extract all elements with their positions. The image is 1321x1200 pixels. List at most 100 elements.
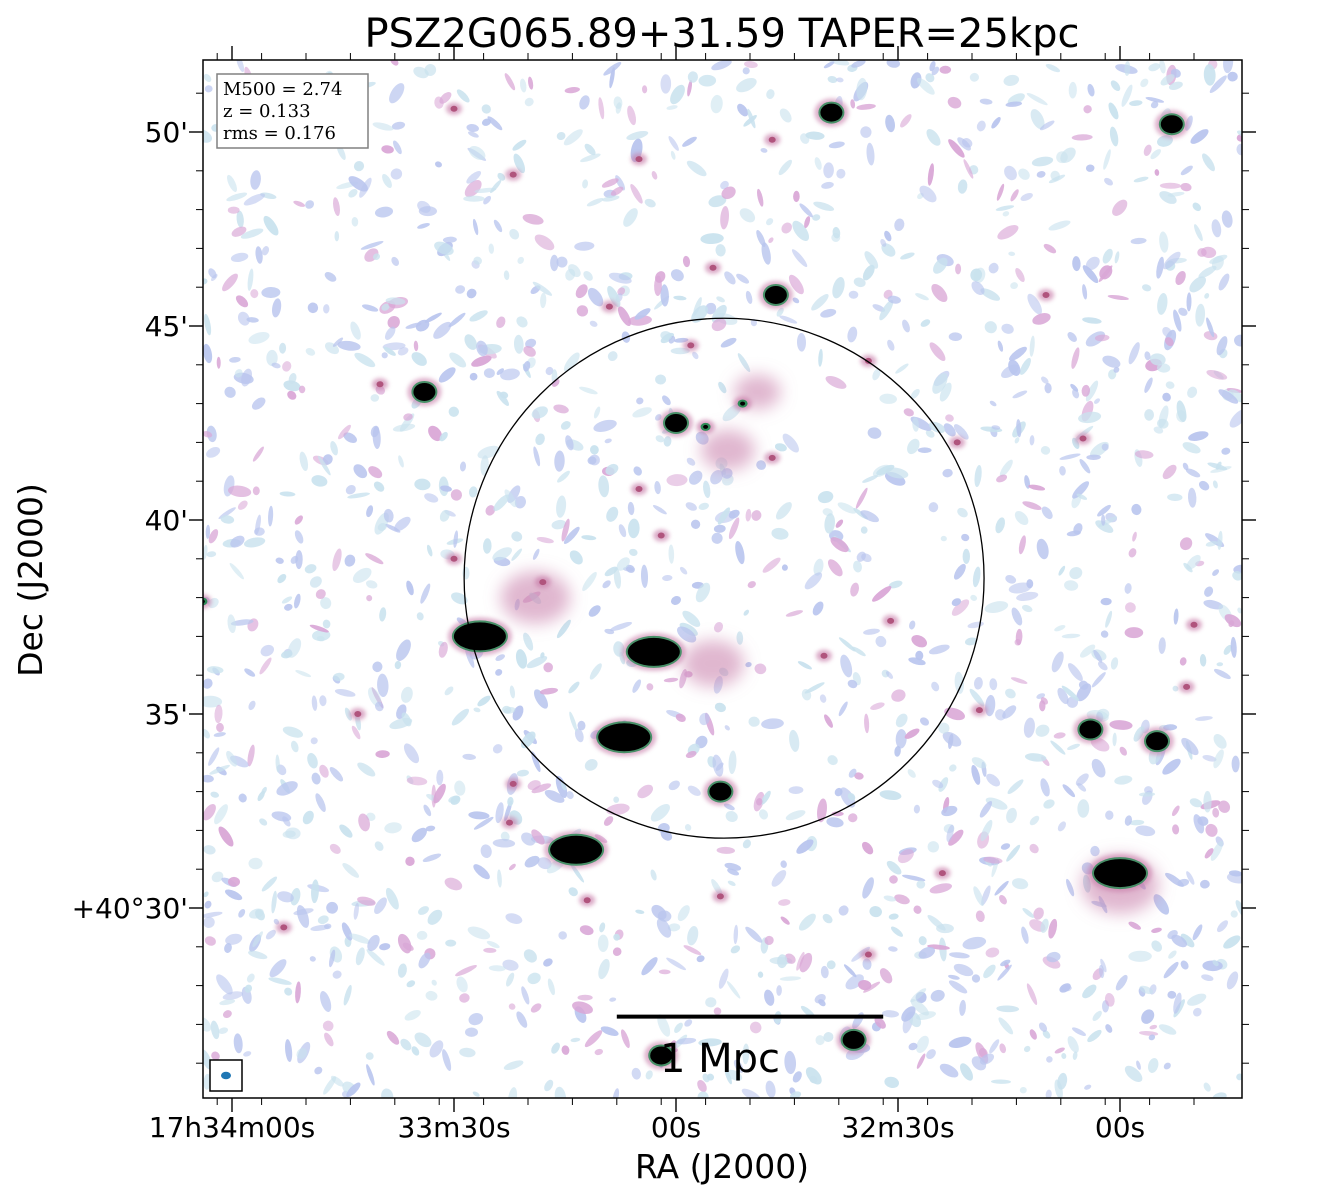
noise-blob (1029, 335, 1035, 357)
noise-blob (699, 712, 710, 726)
noise-blob (1130, 237, 1147, 245)
source-core (953, 439, 961, 446)
noise-blob (971, 764, 981, 785)
noise-blob (743, 609, 750, 616)
noise-blob (554, 1086, 567, 1098)
noise-blob (293, 200, 306, 207)
noise-blob (629, 548, 638, 556)
source-core (764, 285, 787, 304)
noise-blob (745, 508, 752, 522)
noise-blob (887, 339, 895, 351)
noise-blob (1212, 569, 1220, 576)
noise-blob (1110, 657, 1119, 670)
noise-blob (582, 179, 589, 189)
noise-blob (1147, 1058, 1159, 1073)
noise-blob (1039, 120, 1055, 131)
noise-blob (1157, 135, 1173, 147)
noise-blob (1045, 1089, 1052, 1098)
noise-blob (511, 531, 523, 542)
noise-blob (455, 285, 466, 294)
noise-blob (238, 909, 246, 918)
radio-source (372, 378, 388, 391)
noise-blob (1029, 1029, 1037, 1040)
noise-blob (1203, 599, 1224, 610)
noise-blob (784, 953, 796, 964)
noise-blob (372, 426, 381, 449)
noise-blob (840, 654, 853, 678)
noise-blob (720, 180, 729, 190)
y-tick-labels: 50' 45' 40' 35' +40°30' (72, 116, 188, 925)
noise-blob (496, 390, 509, 406)
radio-source (1088, 854, 1152, 893)
noise-blob (927, 163, 935, 186)
noise-blob (633, 466, 642, 476)
noise-blob (220, 515, 235, 524)
noise-blob (626, 130, 649, 141)
noise-blob (1156, 256, 1164, 279)
noise-blob (1085, 256, 1100, 271)
noise-blob (413, 340, 419, 352)
noise-blob (417, 223, 430, 229)
noise-blob (247, 268, 254, 291)
noise-blob (1014, 437, 1020, 444)
noise-blob (839, 787, 856, 808)
diffuse-emission (700, 429, 755, 471)
noise-blob (1168, 81, 1183, 90)
noise-blob (579, 925, 594, 936)
noise-blob (577, 720, 586, 731)
noise-blob (1124, 1065, 1143, 1082)
noise-blob (204, 900, 212, 909)
noise-blob (448, 312, 466, 328)
noise-blob (1008, 251, 1016, 257)
noise-blob (724, 1069, 732, 1085)
noise-blob (418, 906, 429, 915)
noise-blob (211, 273, 218, 282)
radio-source (407, 377, 442, 406)
noise-blob (1033, 907, 1044, 920)
noise-blob (853, 560, 862, 573)
noise-blob (509, 685, 516, 699)
noise-blob (613, 933, 620, 941)
noise-blob (812, 601, 824, 616)
noise-blob (640, 564, 649, 588)
noise-blob (997, 225, 1019, 240)
noise-blob (533, 446, 541, 467)
noise-blob (231, 226, 247, 237)
radio-source (882, 614, 899, 627)
noise-blob (587, 287, 604, 307)
noise-blob (531, 829, 545, 845)
noise-blob (346, 1082, 361, 1098)
radio-source (814, 98, 849, 127)
noise-blob (1061, 1053, 1067, 1059)
noise-blob (720, 337, 737, 348)
noise-blob (1056, 151, 1068, 164)
noise-blob (406, 980, 416, 988)
noise-blob (1102, 355, 1121, 368)
noise-blob (1201, 246, 1217, 259)
noise-blob (1160, 74, 1175, 86)
noise-blob (1019, 357, 1031, 375)
noise-blob (450, 489, 463, 501)
info-box: M500 = 2.74 z = 0.133 rms = 0.176 (216, 73, 369, 149)
noise-blob (277, 574, 287, 584)
noise-blob (764, 935, 774, 945)
noise-blob (492, 744, 503, 754)
noise-blob (311, 475, 328, 487)
noise-blob (344, 554, 356, 567)
noise-blob (248, 857, 263, 870)
noise-blob (889, 875, 898, 884)
noise-blob (1046, 1056, 1053, 1063)
noise-blob (713, 1007, 722, 1016)
noise-blob (497, 172, 506, 181)
noise-blob (885, 114, 895, 133)
noise-blob (682, 136, 697, 147)
noise-blob (521, 832, 536, 846)
noise-blob (342, 862, 360, 878)
noise-blob (641, 85, 648, 94)
noise-blob (1108, 102, 1119, 120)
noise-blob (1011, 607, 1023, 626)
noise-blob (1105, 610, 1113, 628)
noise-blob (203, 73, 212, 83)
source-core (709, 264, 717, 271)
noise-blob (692, 351, 699, 360)
